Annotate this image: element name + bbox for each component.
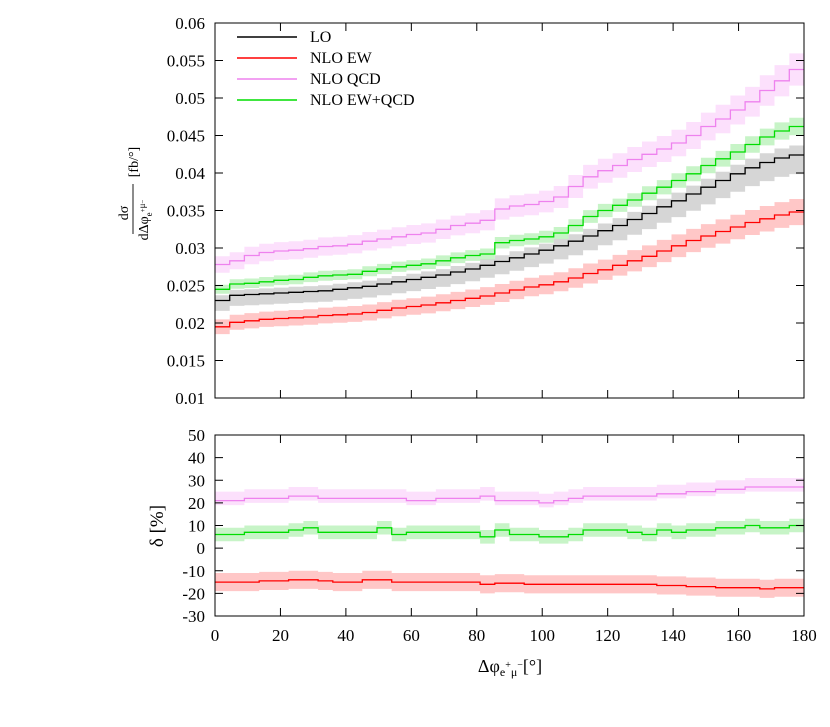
ratio-band-nlo-qcd: [215, 478, 804, 508]
main-panel: 0.01 0.015 0.02 0.025 0.03 0.035 0.04 0.045 0.05…: [117, 14, 805, 408]
main-y-tick-label: 0.055: [167, 52, 205, 71]
ratio-y-tick-label: -20: [182, 584, 205, 603]
main-y-tick-label: 0.02: [175, 314, 205, 333]
ratio-y-tick-label: -10: [182, 562, 205, 581]
ratio-axis-ticks: -30 -20 -10 0 10 20 30 40 50 0 20 40 60 80 100 120 140 16…: [182, 426, 816, 645]
ratio-x-tick-label: 60: [403, 626, 420, 645]
main-series-lines: [215, 68, 804, 328]
main-band-nlo-ew-qcd: [215, 117, 804, 294]
main-line-nlo-qcd: [215, 68, 804, 266]
ratio-y-tick-label: 20: [188, 494, 205, 513]
main-y-tick-label: 0.03: [175, 239, 205, 258]
ratio-x-tick-label: 160: [726, 626, 752, 645]
ratio-y-tick-label: 0: [197, 539, 206, 558]
ratio-y-tick-label: -30: [182, 607, 205, 626]
main-line-nlo-ew-qcd: [215, 125, 804, 290]
ratio-line-nlo-ew: [215, 579, 804, 590]
ratio-x-tick-label: 40: [337, 626, 354, 645]
y-title-unit: [fb/°]: [127, 147, 142, 177]
y-title-numerator: dσ: [117, 205, 132, 220]
main-line-lo: [215, 154, 804, 302]
main-y-tick-label: 0.045: [167, 127, 205, 146]
main-axis-ticks: 0.01 0.015 0.02 0.025 0.03 0.035 0.04 0.045 0.05…: [167, 14, 805, 408]
ratio-y-tick-label: 30: [188, 471, 205, 490]
legend-label-lo: LO: [310, 29, 331, 46]
ratio-x-tick-label: 120: [595, 626, 621, 645]
ratio-x-tick-label: 140: [660, 626, 686, 645]
ratio-x-tick-label: 80: [468, 626, 485, 645]
ratio-y-axis-title: δ [%]: [147, 505, 168, 547]
ratio-line-nlo-qcd: [215, 486, 804, 504]
ratio-x-tick-label: 180: [791, 626, 817, 645]
main-y-tick-label: 0.01: [175, 389, 205, 408]
main-y-axis-title: dσ dΔφe+μ− [fb/°]: [117, 147, 154, 241]
ratio-panel: -30 -20 -10 0 10 20 30 40 50 0 20 40 60 80 100 120 140 16…: [147, 426, 817, 645]
legend: LO NLO EW NLO QCD NLO EW+QCD: [237, 29, 415, 109]
main-y-tick-label: 0.04: [175, 164, 205, 183]
ratio-y-tick-label: 50: [188, 426, 205, 445]
legend-label-nlo-qcd: NLO QCD: [310, 71, 381, 88]
ratio-line-nlo-ew-qcd: [215, 524, 804, 538]
main-y-tick-label: 0.06: [175, 14, 205, 33]
ratio-x-tick-label: 100: [529, 626, 555, 645]
main-y-tick-label: 0.015: [167, 352, 205, 371]
main-band-nlo-ew: [215, 199, 804, 335]
ratio-x-tick-label: 20: [272, 626, 289, 645]
main-y-tick-label: 0.05: [175, 89, 205, 108]
ratio-series-lines: [215, 486, 804, 590]
legend-label-nlo-ew-qcd: NLO EW+QCD: [310, 92, 415, 109]
ratio-y-tick-label: 10: [188, 517, 205, 536]
x-axis-title: Δφe+μ−[°]: [478, 656, 542, 679]
ratio-x-tick-label: 0: [211, 626, 220, 645]
ratio-band-nlo-ew: [215, 570, 804, 598]
main-y-tick-label: 0.025: [167, 277, 205, 296]
legend-label-nlo-ew: NLO EW: [310, 50, 373, 67]
y-title-denominator: dΔφe+μ−: [137, 200, 154, 241]
main-y-tick-label: 0.035: [167, 202, 205, 221]
main-line-nlo-ew: [215, 211, 804, 328]
ratio-y-tick-label: 40: [188, 449, 205, 468]
